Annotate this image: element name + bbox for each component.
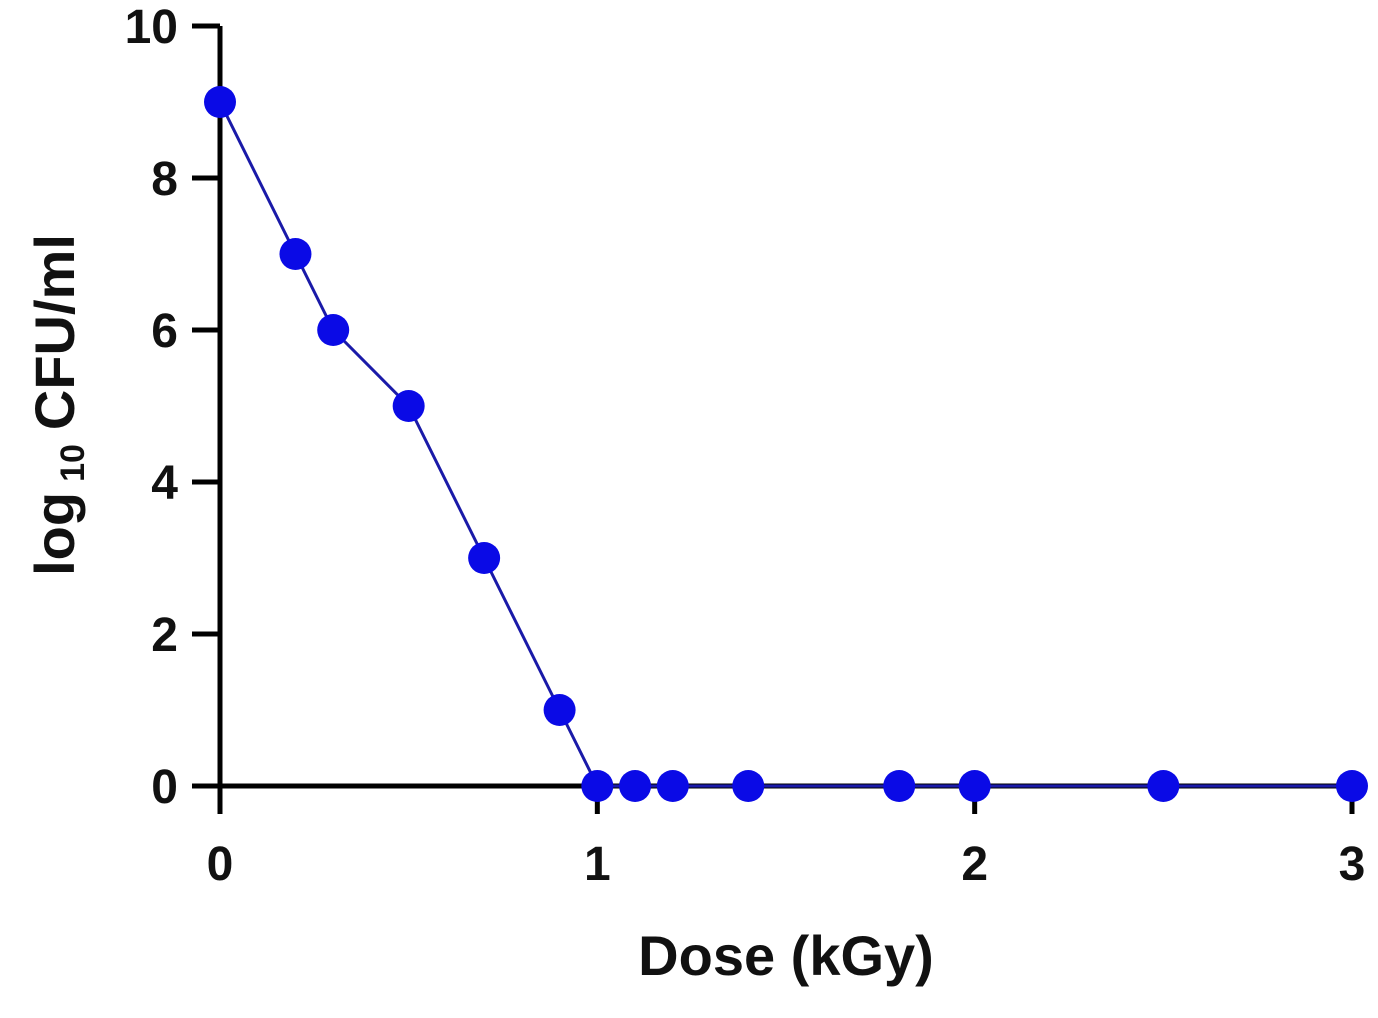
y-axis-title-prefix: log	[23, 492, 86, 576]
data-point	[656, 770, 689, 802]
x-tick-label: 0	[207, 838, 234, 891]
data-point	[883, 770, 916, 802]
data-point	[958, 770, 991, 802]
y-tick-label: 2	[151, 609, 178, 662]
y-tick-label: 8	[151, 153, 178, 206]
y-tick-label: 6	[151, 305, 178, 358]
series-line	[218, 101, 1352, 788]
data-point	[204, 86, 236, 118]
data-point	[468, 542, 501, 574]
y-tick-label: 0	[151, 761, 178, 814]
x-axis-ticks: 0 1 2 3	[207, 786, 1366, 891]
data-point	[732, 770, 765, 802]
y-tick-label: 4	[151, 457, 178, 510]
series-layer	[204, 86, 1368, 802]
y-axis-ticks: 0 2 4 6 8 10	[125, 1, 220, 814]
data-point	[279, 238, 312, 270]
x-axis-title: Dose (kGy)	[638, 924, 934, 987]
y-axis-title-suffix: CFU/ml	[23, 234, 86, 430]
x-tick-label: 3	[1339, 838, 1366, 891]
y-tick-label: 10	[125, 1, 178, 54]
data-point	[619, 770, 652, 802]
x-tick-label: 2	[961, 838, 988, 891]
y-axis-title-subscript: 10	[54, 444, 92, 482]
data-point	[392, 390, 425, 422]
x-tick-label: 1	[584, 838, 611, 891]
data-point	[581, 770, 614, 802]
y-axis-title: log 10 CFU/ml	[23, 234, 92, 576]
data-point	[1336, 770, 1368, 802]
data-point	[1147, 770, 1180, 802]
data-point	[543, 694, 576, 726]
axes	[192, 26, 1362, 814]
data-point	[317, 314, 350, 346]
